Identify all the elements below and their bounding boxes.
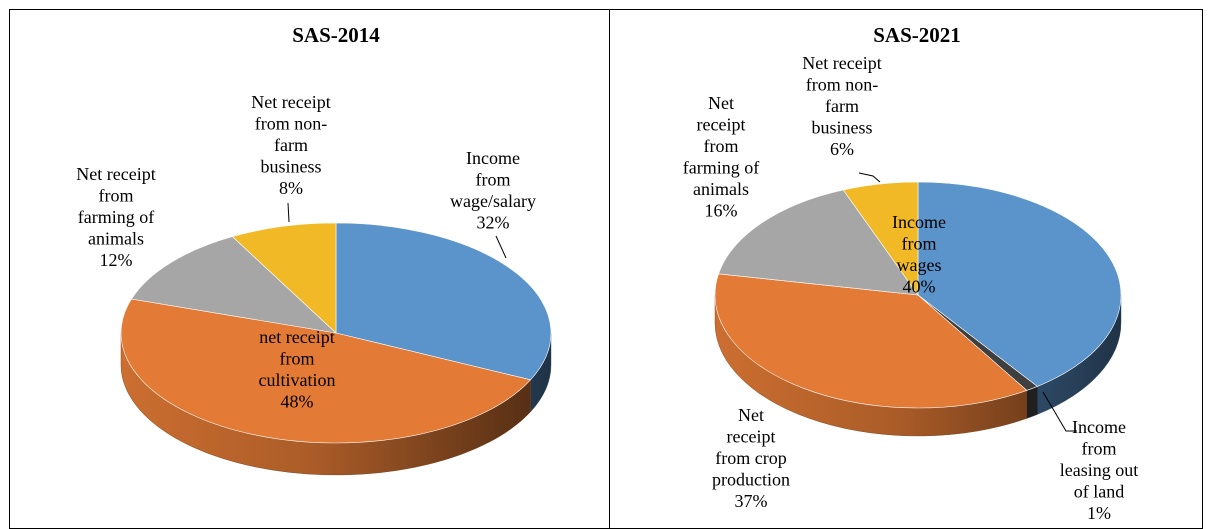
pie-slice-income-from-wages <box>917 181 1122 387</box>
data-label-net-receipt-from-non-farm-business: Net receipt from non-farm business 8% <box>251 92 330 198</box>
data-label-net-receipt-from-farming-of-animals: Net receipt from farming of animals 16% <box>683 93 759 221</box>
pie-slice-net-receipt-from-non-farm-business <box>231 222 337 334</box>
leader-line-income-from-wage-salary <box>495 235 507 259</box>
leader-line-net-receipt-from-non-farm-business <box>287 202 290 223</box>
pie-side-income-from-leasing-out-of-land <box>1026 386 1038 419</box>
leader-line-income-from-leasing-out-of-land <box>1042 391 1077 432</box>
pie-slice-income-from-wage-salary <box>335 222 552 381</box>
leader-line-net-receipt-from-non-farm-business <box>858 172 881 183</box>
pie-slice-net-receipt-from-non-farm-business <box>842 181 919 296</box>
pie-slice-net-receipt-from-cultivation <box>120 298 532 444</box>
data-label-net-receipt-from-crop-production: Net receipt from crop production 37% <box>712 405 790 511</box>
data-label-net-receipt-from-cultivation: net receipt from cultivation 48% <box>259 327 336 412</box>
pie-sas-2021: Income from wages 40% Income from leasing out o… <box>683 53 1138 523</box>
pie-slice-net-receipt-from-crop-production <box>714 273 1028 409</box>
chart-title-sas-2014: SAS-2014 <box>292 23 380 47</box>
data-label-net-receipt-from-farming-of-animals: Net receipt from farming of animals 12% <box>76 164 155 270</box>
data-label-income-from-wages: Income from wages 40% <box>892 212 946 297</box>
data-label-net-receipt-from-non-farm-business: Net receipt from non-farm business 6% <box>802 53 881 159</box>
data-label-income-from-leasing-out-of-land: Income from leasing out of land 1% <box>1060 417 1139 523</box>
pie-slice-net-receipt-from-farming-of-animals <box>131 236 337 334</box>
chart-title-sas-2021: SAS-2021 <box>873 23 961 47</box>
pie-slice-net-receipt-from-farming-of-animals <box>718 189 919 296</box>
pie-sas-2014: Income from wage/salary 32% net receipt from c… <box>76 92 552 476</box>
data-label-income-from-wage-salary: Income from wage/salary 32% <box>450 148 536 233</box>
